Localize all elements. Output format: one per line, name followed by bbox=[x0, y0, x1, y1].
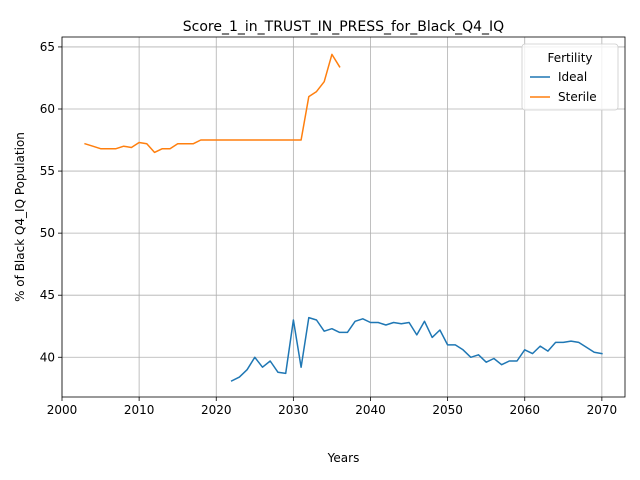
y-axis-ticks: 40 45 50 55 60 65 bbox=[40, 40, 62, 364]
y-tick-label: 40 bbox=[40, 350, 55, 364]
x-tick-label: 2020 bbox=[201, 403, 232, 417]
series-line-sterile bbox=[84, 53, 341, 154]
x-tick-label: 2030 bbox=[278, 403, 309, 417]
x-tick-label: 2070 bbox=[587, 403, 618, 417]
x-tick-label: 2010 bbox=[124, 403, 155, 417]
y-tick-label: 55 bbox=[40, 164, 55, 178]
x-tick-label: 2040 bbox=[355, 403, 386, 417]
x-tick-label: 2060 bbox=[509, 403, 540, 417]
x-tick-label: 2000 bbox=[47, 403, 78, 417]
y-tick-label: 45 bbox=[40, 288, 55, 302]
y-tick-label: 60 bbox=[40, 102, 55, 116]
y-tick-label: 65 bbox=[40, 40, 55, 54]
plot-frame bbox=[61, 36, 626, 398]
y-tick-label: 50 bbox=[40, 226, 55, 240]
chart-title: Score_1_in_TRUST_IN_PRESS_for_Black_Q4_I… bbox=[183, 19, 504, 35]
series-lines bbox=[84, 53, 603, 382]
legend-label-ideal: Ideal bbox=[558, 70, 587, 84]
legend-title: Fertility bbox=[547, 51, 592, 65]
series-line-ideal bbox=[230, 316, 603, 382]
x-tick-label: 2050 bbox=[432, 403, 463, 417]
legend: Fertility Ideal Sterile bbox=[521, 43, 619, 111]
y-axis-label: % of Black Q4_IQ Population bbox=[13, 132, 27, 302]
x-axis-label: Years bbox=[327, 451, 360, 465]
legend-label-sterile: Sterile bbox=[558, 90, 597, 104]
legend-box bbox=[521, 43, 619, 111]
x-axis-ticks: 2000 2010 2020 2030 2040 2050 2060 2070 bbox=[47, 397, 617, 417]
